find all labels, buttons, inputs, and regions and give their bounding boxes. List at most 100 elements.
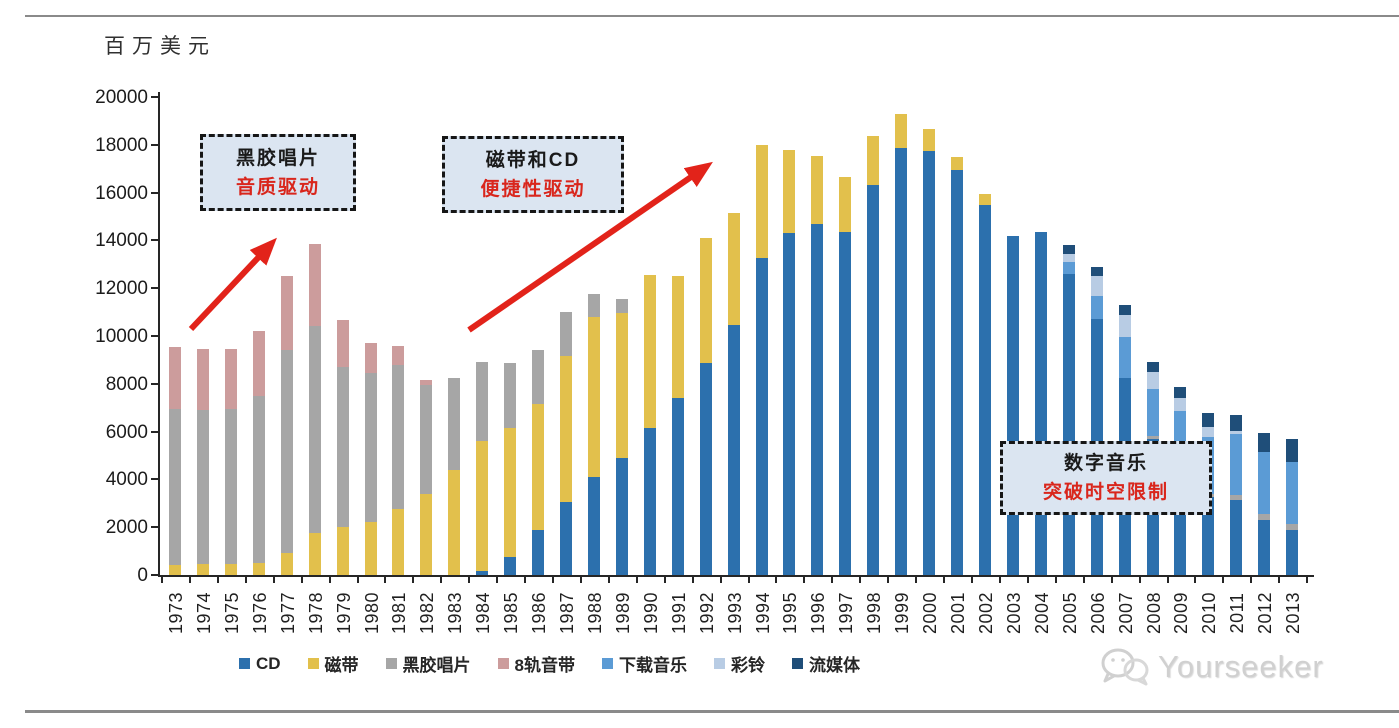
bar-segment-2011-下载音乐	[1230, 434, 1243, 496]
bar-segment-1974-黑胶唱片	[196, 410, 209, 565]
x-year-label: 2007	[1115, 591, 1136, 635]
y-tick	[151, 382, 159, 385]
legend-label: 下载音乐	[619, 656, 688, 675]
x-year-label: 1986	[529, 591, 550, 635]
bar-segment-2011-彩铃	[1230, 431, 1243, 435]
y-tick	[151, 574, 159, 576]
bar-segment-2006-彩铃	[1090, 276, 1103, 296]
y-tick-label: 8000	[105, 373, 148, 395]
legend-swatch-icon	[307, 658, 319, 669]
x-tick	[915, 577, 918, 583]
legend-swatch-icon	[714, 658, 726, 669]
bar-segment-2011-流媒体	[1230, 415, 1243, 432]
x-year-label: 1994	[752, 591, 773, 635]
bar-segment-1984-CD	[476, 571, 489, 575]
bar-segment-2008-流媒体	[1146, 361, 1159, 372]
x-tick	[272, 577, 275, 583]
x-tick	[803, 577, 806, 583]
x-tick	[943, 577, 946, 583]
x-tick	[1194, 577, 1197, 583]
bar-segment-2013-CD	[1286, 529, 1299, 575]
top-divider	[25, 15, 1399, 17]
callout-vinyl-title: 黑胶唱片	[235, 148, 320, 169]
bar-segment-2006-流媒体	[1090, 267, 1103, 277]
x-year-label: 2002	[975, 591, 996, 635]
x-tick	[1054, 577, 1057, 583]
bar-segment-1989-CD	[615, 457, 628, 575]
x-tick	[859, 577, 862, 583]
x-tick	[496, 577, 499, 583]
bar-segment-1980-8轨音带	[364, 343, 377, 374]
bar-segment-1981-黑胶唱片	[392, 364, 405, 510]
x-year-label: 1993	[724, 591, 745, 635]
legend-label: CD	[255, 653, 281, 673]
y-tick-label: 14000	[95, 230, 148, 252]
legend-swatch-icon	[497, 658, 509, 669]
vinyl-era-arrow-icon	[188, 237, 277, 332]
bar-segment-1993-磁带	[727, 212, 740, 326]
x-tick	[998, 577, 1001, 583]
x-tick	[1110, 577, 1113, 583]
x-year-label: 1987	[557, 591, 578, 635]
x-tick	[161, 577, 164, 583]
bar-segment-1974-磁带	[196, 564, 209, 575]
bar-segment-1974-8轨音带	[196, 349, 209, 411]
legend-item-彩铃: 彩铃	[714, 651, 765, 676]
x-tick	[328, 577, 331, 583]
y-tick	[151, 478, 159, 481]
bar-segment-1973-8轨音带	[169, 346, 181, 409]
x-tick	[216, 577, 219, 583]
y-tick	[151, 191, 159, 194]
bar-segment-1981-磁带	[392, 509, 405, 575]
bar-segment-1987-黑胶唱片	[560, 312, 573, 357]
callout-digital-title: 数字音乐	[1063, 453, 1148, 474]
y-tick	[151, 335, 159, 337]
bar-segment-2005-彩铃	[1062, 253, 1075, 262]
x-year-label: 1976	[249, 591, 270, 635]
legend-label: 磁带	[324, 656, 359, 675]
x-tick	[300, 577, 303, 583]
x-tick	[1222, 577, 1225, 583]
legend-item-黑胶唱片: 黑胶唱片	[385, 651, 471, 676]
bar-segment-2010-流媒体	[1202, 413, 1215, 428]
bar-segment-1991-磁带	[671, 276, 684, 399]
bar-segment-2002-磁带	[978, 193, 991, 205]
bar-segment-1988-磁带	[587, 316, 600, 477]
x-year-label: 1995	[780, 591, 801, 635]
y-tick-label: 16000	[95, 182, 148, 204]
legend: CD 磁带 黑胶唱片 8轨音带 下载音乐 彩铃 流媒体	[0, 651, 1099, 676]
callout-cassette-cd: 磁带和CD 便捷性驱动	[442, 136, 624, 213]
bar-segment-1989-磁带	[615, 313, 628, 458]
x-tick	[440, 577, 443, 583]
legend-label: 流媒体	[809, 656, 861, 675]
x-tick	[1138, 577, 1141, 583]
bar-segment-2008-彩铃	[1146, 371, 1159, 389]
bar-segment-2012-流媒体	[1258, 433, 1271, 452]
bar-segment-1980-黑胶唱片	[364, 373, 377, 523]
wechat-icon	[1101, 648, 1149, 686]
y-tick	[151, 526, 159, 529]
y-tick	[151, 239, 159, 242]
legend-label: 黑胶唱片	[402, 656, 471, 675]
bar-segment-2013-下载音乐	[1286, 461, 1299, 524]
bar-segment-2011-黑胶唱片	[1230, 495, 1243, 500]
x-tick	[188, 577, 191, 583]
x-tick	[412, 577, 415, 583]
x-year-label: 1982	[417, 591, 438, 635]
bar-segment-2009-流媒体	[1174, 387, 1187, 399]
bar-segment-2008-下载音乐	[1146, 388, 1159, 437]
legend-label: 8轨音带	[514, 656, 576, 675]
y-axis-unit-label: 百万美元	[104, 35, 216, 58]
x-tick	[775, 577, 778, 583]
legend-label: 彩铃	[731, 656, 766, 675]
y-tick	[151, 430, 159, 433]
x-axis-line	[158, 575, 1314, 577]
bar-segment-1987-CD	[560, 502, 573, 575]
bar-segment-2011-CD	[1230, 499, 1243, 575]
x-tick	[831, 577, 834, 583]
bar-segment-2007-流媒体	[1118, 304, 1131, 315]
x-tick	[1306, 577, 1309, 583]
y-tick-label: 2000	[105, 517, 148, 539]
bar-segment-1980-磁带	[364, 522, 377, 575]
bar-segment-1985-CD	[504, 557, 517, 575]
